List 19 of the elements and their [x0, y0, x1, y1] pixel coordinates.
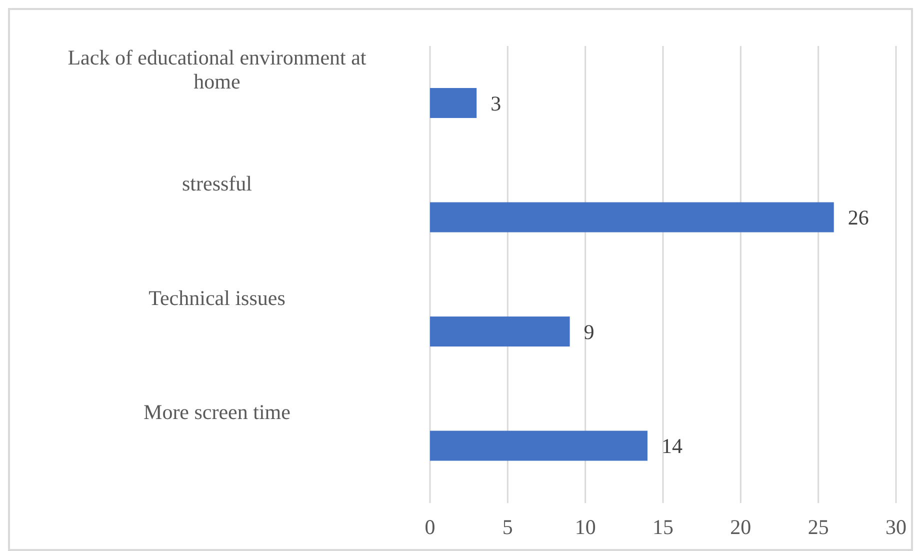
- bar: [430, 202, 834, 232]
- bar: [430, 88, 477, 118]
- x-tick-label: 15: [652, 514, 674, 539]
- y-tick-label: stressful: [182, 172, 252, 196]
- y-tick-label: Technical issues: [148, 286, 286, 310]
- data-label: 26: [848, 206, 869, 230]
- bar: [430, 316, 570, 346]
- x-tick-label: 30: [886, 514, 906, 539]
- data-label: 3: [490, 91, 502, 116]
- data-label: 14: [661, 434, 683, 458]
- data-label: 9: [584, 320, 594, 344]
- x-tick-label: 10: [574, 514, 596, 539]
- x-tick-label: 5: [502, 514, 513, 539]
- x-tick-label: 25: [808, 514, 829, 539]
- y-tick-label: Lack of educational environment at home: [68, 45, 366, 94]
- x-tick-label: 20: [730, 514, 752, 539]
- x-tick-label: 0: [424, 514, 436, 539]
- bar: [430, 430, 648, 461]
- y-tick-label: More screen time: [144, 400, 290, 424]
